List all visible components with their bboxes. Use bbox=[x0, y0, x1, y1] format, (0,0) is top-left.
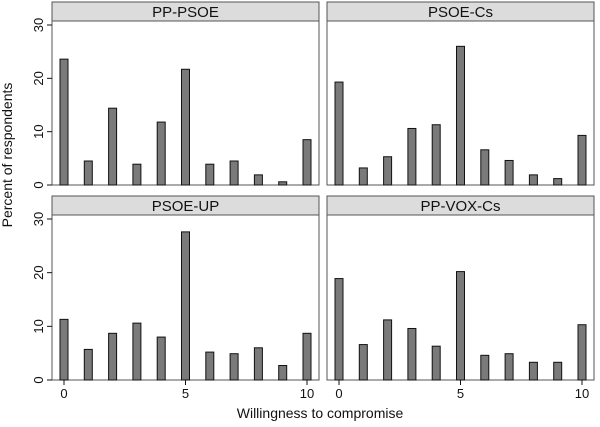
x-tick-label: 0 bbox=[60, 386, 67, 401]
panel-title: PP-PSOE bbox=[152, 4, 219, 21]
bar bbox=[383, 319, 393, 381]
bar bbox=[253, 174, 263, 186]
bar bbox=[528, 361, 538, 381]
y-tick-label: 20 bbox=[31, 265, 46, 279]
bar bbox=[383, 156, 393, 186]
panel-psoe-cs: PSOE-Cs bbox=[326, 1, 595, 186]
bar bbox=[334, 278, 344, 381]
bar bbox=[278, 181, 288, 186]
bar bbox=[528, 174, 538, 186]
bar bbox=[302, 332, 312, 381]
y-tick-label: 0 bbox=[31, 181, 46, 188]
bar bbox=[83, 160, 93, 186]
y-axis-label: Percent of respondents bbox=[0, 83, 15, 228]
bar bbox=[334, 81, 344, 186]
bar bbox=[431, 345, 441, 381]
bar bbox=[358, 344, 368, 381]
panel-psoe-up: PSOE-UP 0 10 20 30 0 5 10 bbox=[31, 195, 320, 401]
panel-title: PP-VOX-Cs bbox=[420, 198, 500, 215]
panel-pp-vox-cs: PP-VOX-Cs 0 5 10 bbox=[326, 195, 595, 401]
bar bbox=[205, 351, 215, 381]
bar bbox=[358, 167, 368, 186]
bar bbox=[132, 322, 142, 381]
bar bbox=[132, 163, 142, 186]
y-tick-label: 0 bbox=[31, 376, 46, 383]
bar bbox=[59, 318, 69, 381]
y-tick-label: 10 bbox=[31, 319, 46, 333]
bar bbox=[407, 327, 417, 381]
bar bbox=[577, 134, 587, 186]
bar bbox=[229, 160, 239, 186]
bar bbox=[431, 124, 441, 186]
y-tick-label: 20 bbox=[31, 71, 46, 85]
bar bbox=[229, 353, 239, 381]
bar bbox=[456, 45, 465, 186]
bar bbox=[480, 149, 490, 186]
bar bbox=[205, 163, 215, 186]
x-tick-label: 10 bbox=[300, 386, 314, 401]
bar bbox=[480, 354, 490, 381]
y-tick-label: 30 bbox=[31, 18, 46, 32]
y-tick-label: 30 bbox=[31, 212, 46, 226]
bar bbox=[108, 107, 118, 186]
bar bbox=[504, 159, 514, 186]
panel-title: PSOE-UP bbox=[152, 198, 220, 215]
bar bbox=[181, 231, 190, 381]
bar bbox=[407, 127, 417, 186]
y-tick-label: 10 bbox=[31, 124, 46, 138]
x-tick-label: 5 bbox=[182, 386, 189, 401]
bar bbox=[504, 353, 514, 381]
bar bbox=[59, 58, 69, 186]
bar bbox=[553, 178, 563, 186]
bar bbox=[456, 271, 465, 381]
bar bbox=[156, 121, 166, 186]
panel-title: PSOE-Cs bbox=[428, 4, 493, 21]
x-tick-label: 0 bbox=[335, 386, 342, 401]
panel-pp-psoe: PP-PSOE 0 10 20 30 bbox=[31, 1, 320, 189]
bar bbox=[278, 365, 288, 381]
bar bbox=[83, 348, 93, 381]
x-tick-label: 10 bbox=[575, 386, 589, 401]
bar bbox=[302, 139, 312, 186]
bar bbox=[156, 336, 166, 381]
x-axis-label: Willingness to compromise bbox=[237, 405, 404, 421]
bar bbox=[108, 332, 118, 381]
bar bbox=[577, 324, 587, 381]
bar bbox=[181, 68, 190, 186]
bar bbox=[553, 361, 563, 381]
x-tick-label: 5 bbox=[457, 386, 464, 401]
bar bbox=[253, 347, 263, 381]
